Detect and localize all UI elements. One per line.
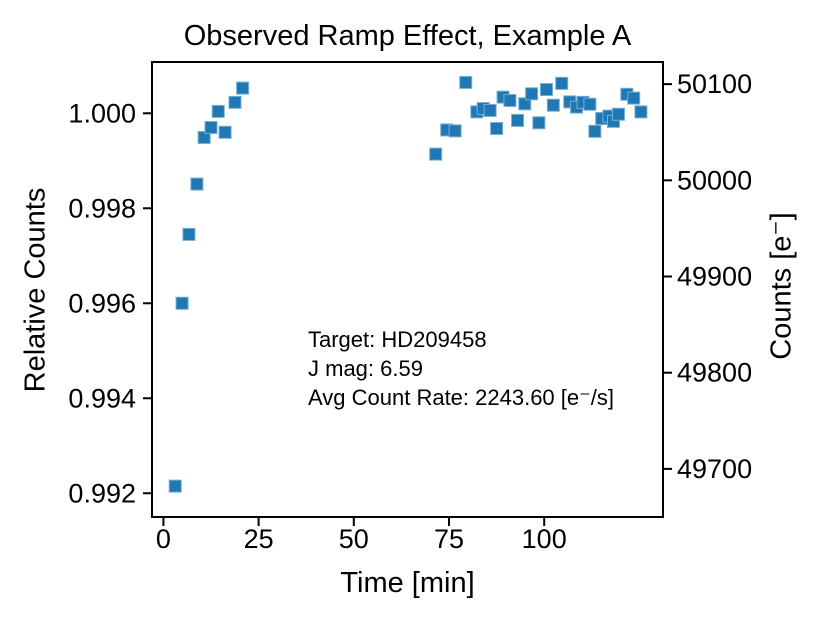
data-point-marker xyxy=(228,95,242,109)
annotation-count-rate-line: Avg Count Rate: 2243.60 [e⁻/s] xyxy=(308,385,614,410)
annotation-target-line: Target: HD209458 xyxy=(308,327,487,352)
data-point-marker xyxy=(236,81,250,95)
y-tick-label-left: 1.000 xyxy=(68,98,136,128)
x-tick-label: 75 xyxy=(434,524,464,554)
y-tick-label-right: 49900 xyxy=(677,262,752,292)
data-point-marker xyxy=(429,147,443,161)
data-point-marker xyxy=(555,76,569,90)
data-point-marker xyxy=(459,75,473,89)
chart-title: Observed Ramp Effect, Example A xyxy=(183,20,632,52)
y-tick-label-right: 49800 xyxy=(677,358,752,388)
data-point-marker xyxy=(503,93,517,107)
x-tick-label: 0 xyxy=(156,524,171,554)
data-point-marker xyxy=(539,83,553,97)
data-point-marker xyxy=(511,113,525,127)
data-point-marker xyxy=(634,105,648,119)
data-point-marker xyxy=(448,124,462,138)
data-point-marker xyxy=(583,97,597,111)
x-tick-label: 50 xyxy=(339,524,369,554)
y-tick-label-left: 0.996 xyxy=(68,288,136,318)
data-point-marker xyxy=(611,107,625,121)
data-point-marker xyxy=(525,87,539,101)
data-point-marker xyxy=(546,98,560,112)
y-tick-label-left: 0.992 xyxy=(68,478,136,508)
data-point-marker xyxy=(204,121,218,135)
data-point-marker xyxy=(518,97,532,111)
x-tick-label: 100 xyxy=(522,524,567,554)
y-tick-label-right: 49700 xyxy=(677,454,752,484)
data-point-marker xyxy=(190,177,204,191)
x-tick-label: 25 xyxy=(244,524,274,554)
y-tick-label-left: 0.998 xyxy=(68,193,136,223)
data-point-marker xyxy=(175,296,189,310)
annotation-box: Target: HD209458 J mag: 6.59 Avg Count R… xyxy=(308,325,614,412)
data-point-marker xyxy=(197,131,211,145)
annotation-jmag-line: J mag: 6.59 xyxy=(308,356,423,381)
plot-frame xyxy=(151,61,664,518)
data-point-marker xyxy=(483,103,497,117)
data-point-marker xyxy=(532,116,546,130)
data-point-marker xyxy=(218,125,232,139)
data-point-marker xyxy=(211,104,225,118)
y-tick-label-left: 0.994 xyxy=(68,383,136,413)
y-tick-label-right: 50000 xyxy=(677,165,752,195)
data-point-marker xyxy=(490,121,504,135)
data-point-marker xyxy=(588,124,602,138)
data-point-marker xyxy=(168,479,182,493)
data-point-marker xyxy=(627,91,641,105)
data-point-marker xyxy=(182,227,196,241)
y-tick-label-right: 50100 xyxy=(677,69,752,99)
x-axis-label: Time [min] xyxy=(340,567,475,599)
